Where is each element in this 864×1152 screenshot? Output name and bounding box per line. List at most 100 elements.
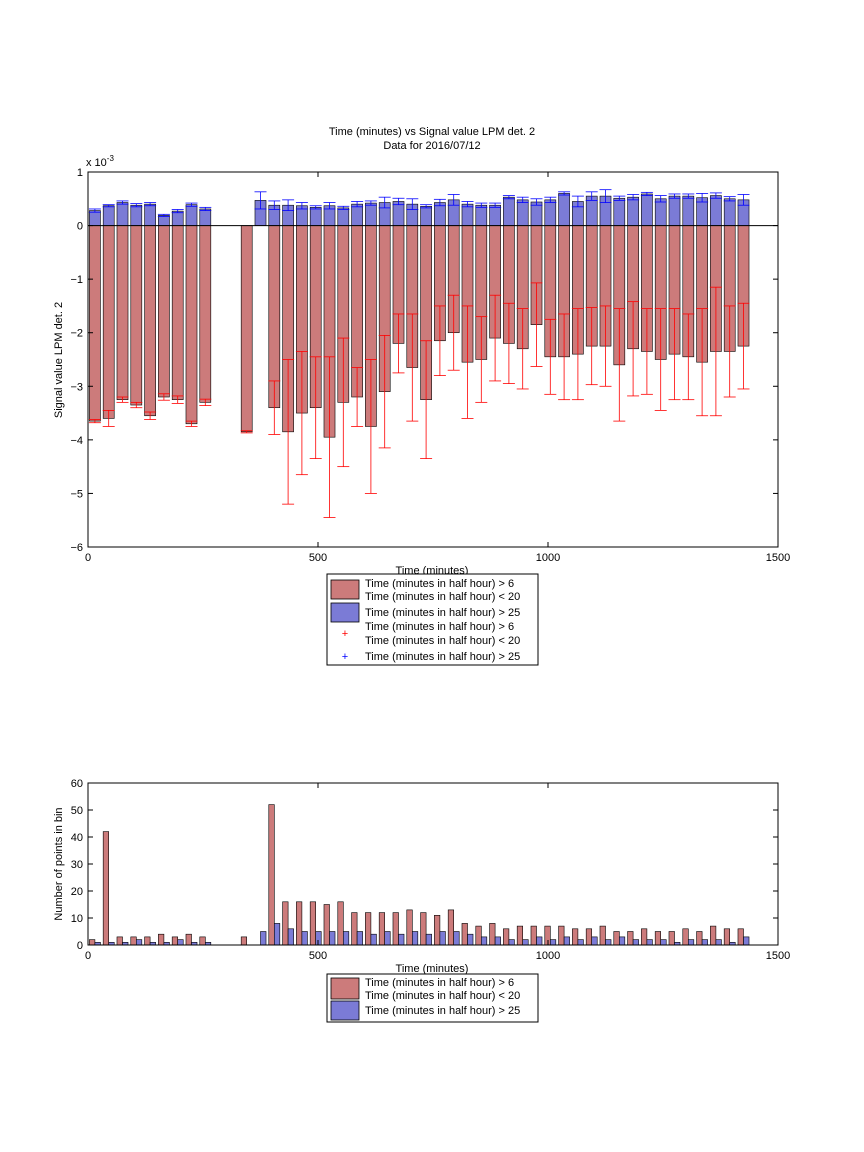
- legend-label: Time (minutes in half hour) > 6: [365, 621, 514, 633]
- legend-frame: [326, 973, 539, 1023]
- count-bar-blue: [646, 939, 653, 946]
- count-bar-blue: [329, 931, 336, 946]
- count-bar-red: [627, 931, 634, 946]
- legend-label: Time (minutes in half hour) < 20: [365, 990, 520, 1002]
- count-bar-red: [682, 928, 689, 946]
- legend-swatch-red-bar: [330, 977, 360, 1000]
- bar-red: [268, 225, 281, 409]
- count-bar-red: [585, 928, 592, 946]
- y-axis-label: Signal value LPM det. 2: [53, 302, 65, 418]
- bar-blue: [558, 193, 570, 226]
- count-bar-blue: [301, 931, 308, 946]
- count-bar-red: [434, 914, 441, 946]
- count-bar-red: [268, 804, 275, 946]
- count-bar-red: [696, 931, 703, 946]
- bar-blue: [489, 204, 501, 226]
- count-bar-red: [447, 909, 454, 946]
- count-bar-blue: [411, 931, 419, 946]
- bar-blue: [627, 196, 639, 226]
- legend-swatch-red-bar: [330, 579, 360, 600]
- count-bar-red: [723, 928, 730, 946]
- count-bar-red: [572, 928, 579, 946]
- top-legend: Time (minutes in half hour) > 6 Time (mi…: [326, 573, 539, 666]
- y-tick-label: −2: [70, 328, 83, 340]
- count-bar-blue: [618, 936, 626, 946]
- count-bar-blue: [370, 933, 377, 946]
- bar-blue: [337, 207, 350, 226]
- bar-blue: [503, 196, 515, 226]
- count-chart: 60 50 40 30 20 10 0 0 500 1000 1500 Time (minutes…: [53, 778, 790, 1023]
- count-bar-blue: [687, 939, 695, 946]
- x-tick-label: 1000: [536, 950, 560, 962]
- count-bar-red: [240, 936, 247, 946]
- count-bar-red: [158, 933, 165, 946]
- legend-label: Time (minutes in half hour) > 25: [365, 1005, 520, 1017]
- bar-red: [89, 225, 101, 422]
- count-bar-blue: [701, 939, 708, 946]
- bar-blue: [199, 208, 212, 226]
- bar-blue: [185, 204, 198, 226]
- count-bar-red: [599, 925, 606, 946]
- count-bar-blue: [743, 936, 750, 946]
- bar-red: [144, 225, 156, 417]
- top-error-bars: [88, 189, 750, 518]
- legend-label: Time (minutes in half hour) > 6: [365, 977, 514, 989]
- y-ticks: 60 50 40 30 20 10 0: [71, 778, 778, 952]
- bar-red: [102, 225, 115, 419]
- bar-blue: [309, 207, 322, 226]
- x-axis-label: Time (minutes): [396, 963, 469, 975]
- chart-subtitle: Data for 2016/07/12: [383, 140, 480, 152]
- y-axis-label: Number of points in bin: [53, 807, 65, 920]
- bar-blue: [682, 195, 695, 226]
- count-bar-red: [282, 901, 289, 946]
- count-bar-red: [516, 925, 523, 946]
- y-exponent-power: -3: [107, 154, 115, 163]
- count-bar-blue: [260, 931, 267, 946]
- legend-label: Time (minutes in half hour) > 6: [365, 578, 514, 590]
- count-bar-red: [420, 912, 427, 946]
- count-bar-red: [558, 925, 565, 946]
- y-tick-label: 0: [77, 940, 83, 952]
- y-tick-label: −4: [70, 435, 83, 447]
- count-bar-red: [337, 901, 344, 946]
- count-bar-blue: [522, 939, 529, 946]
- x-tick-label: 0: [85, 950, 91, 962]
- count-bar-blue: [632, 939, 639, 946]
- y-tick-label: −3: [70, 381, 83, 393]
- count-bar-red: [89, 939, 96, 946]
- count-bar-red: [668, 931, 675, 946]
- count-bar-blue: [342, 931, 350, 946]
- x-tick-label: 500: [309, 552, 327, 564]
- bar-blue: [613, 197, 626, 226]
- count-bar-red: [199, 936, 206, 946]
- count-bar-blue: [605, 939, 612, 946]
- legend-label: Time (minutes in half hour) < 20: [365, 591, 520, 603]
- count-bar-red: [530, 925, 537, 946]
- bar-red: [199, 225, 212, 403]
- count-bar-blue: [177, 939, 184, 946]
- bar-blue: [420, 205, 432, 226]
- count-bar-red: [102, 831, 110, 946]
- count-bar-blue: [480, 936, 488, 946]
- bar-blue: [668, 195, 681, 226]
- legend-marker-blue: +: [342, 651, 348, 663]
- bar-blue: [516, 199, 529, 226]
- count-bar-red: [323, 904, 330, 946]
- bar-blue: [544, 199, 557, 226]
- count-bar-blue: [398, 933, 405, 946]
- bar-blue: [723, 198, 736, 226]
- bar-blue: [144, 203, 156, 226]
- count-bar-red: [365, 912, 372, 946]
- y-tick-label: 0: [77, 221, 83, 233]
- count-bar-blue: [591, 936, 598, 946]
- legend-label: Time (minutes in half hour) < 20: [365, 635, 520, 647]
- x-tick-label: 1000: [536, 552, 560, 564]
- bar-blue: [89, 210, 101, 226]
- count-bar-blue: [273, 923, 281, 946]
- count-bar-blue: [453, 931, 460, 946]
- y-tick-label: 50: [71, 805, 83, 817]
- x-tick-label: 1500: [766, 950, 790, 962]
- chart-title: Time (minutes) vs Signal value LPM det. …: [329, 126, 535, 138]
- bottom-bars: [89, 804, 750, 946]
